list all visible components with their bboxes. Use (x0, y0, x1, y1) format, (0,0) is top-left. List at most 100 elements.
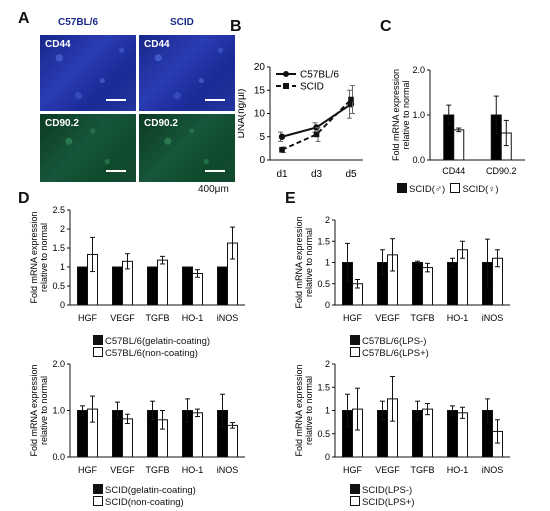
y-tick-label: 2 (325, 215, 330, 225)
legend-swatch (93, 347, 103, 357)
scale-bar (106, 170, 126, 172)
y-axis-label: Fold mRNA expression (294, 216, 304, 308)
category-label: VEGF (375, 313, 400, 323)
bar (122, 418, 133, 458)
legend-entry: SCID(LPS-) (362, 485, 413, 496)
micrograph-label: CD90.2 (45, 118, 79, 129)
scale-bar (205, 99, 225, 101)
chart-e-top-svg: Fold mRNA expression relative to normal 0 0… (294, 215, 510, 323)
category-label: CD44 (442, 166, 465, 176)
bar (77, 266, 88, 306)
data-point (313, 131, 320, 138)
y-axis-label: relative to normal (304, 376, 314, 445)
bar (147, 266, 158, 306)
category-label: TGFB (411, 313, 435, 323)
legend-swatch (450, 183, 461, 193)
y-tick-label: 1.5 (317, 236, 330, 246)
y-axis-label: relative to normal (304, 228, 314, 297)
legend-entry: C57BL/6(LPS-) (362, 336, 427, 347)
x-tick-label: d5 (345, 169, 357, 180)
legend-swatch (93, 335, 103, 345)
micrograph-label: CD44 (144, 39, 170, 50)
micrograph-label: CD90.2 (144, 118, 178, 129)
y-tick-label: 1 (325, 406, 330, 416)
category-label: VEGF (110, 465, 135, 475)
bar (182, 266, 193, 306)
micrograph-scid-cd44: CD44 (139, 35, 235, 111)
y-axis-label: DNA(ng/µl) (238, 89, 247, 139)
chart-c: Fold mRNA expression relative to normal0.… (391, 65, 525, 176)
chart-d-bottom-svg: Fold mRNA expression relative to normal0.… (29, 359, 245, 475)
micrograph-scid-cd90: CD90.2 (139, 114, 235, 182)
category-label: HGF (343, 313, 363, 323)
category-label: VEGF (375, 465, 400, 475)
bar (192, 272, 203, 306)
panel-letter-e: E (285, 190, 296, 207)
bar (447, 262, 458, 306)
x-tick-label: d1 (276, 169, 288, 180)
y-axis-label: Fold mRNA expression (391, 69, 401, 161)
scale-bar (106, 99, 126, 101)
legend-swatch (350, 484, 360, 494)
legend-e-top: C57BL/6(LPS-) C57BL/6(LPS+) (350, 335, 429, 359)
y-tick-label: 5 (259, 132, 265, 143)
y-tick-label: 2.0 (52, 359, 65, 369)
y-tick-label: 0.5 (317, 279, 330, 289)
legend-c: SCID(♂) SCID(♀) (397, 183, 499, 195)
legend-d-top: C57BL/6(gelatin-coating) C57BL/6(non-coa… (93, 335, 210, 359)
y-axis-label: Fold mRNA expression (29, 211, 39, 303)
legend-entry: C57BL/6(non-coating) (105, 348, 198, 359)
y-tick-label: 1.5 (317, 382, 330, 392)
category-label: iNOS (217, 465, 239, 475)
category-label: HO-1 (447, 465, 469, 475)
legend-entry: C57BL/6(LPS+) (362, 348, 429, 359)
y-tick-label: 2 (60, 224, 65, 234)
y-tick-label: 0 (60, 300, 65, 310)
bar (422, 267, 433, 306)
y-tick-label: 1.0 (52, 406, 65, 416)
legend-swatch (350, 347, 360, 357)
category-label: HO-1 (182, 465, 204, 475)
bar (77, 410, 88, 458)
legend-entry: SCID(♀) (462, 184, 499, 195)
chart-d-top: Fold mRNA expression relative to normal 0 0… (29, 205, 245, 323)
y-axis-label: Fold mRNA expression (294, 364, 304, 456)
bar (112, 266, 123, 306)
scale-bar-length: 400μm (198, 184, 229, 195)
y-tick-label: 2 (325, 359, 330, 369)
y-tick-label: 15 (254, 85, 266, 96)
y-tick-label: 1 (325, 258, 330, 268)
y-tick-label: 2.5 (52, 205, 65, 215)
y-tick-label: 0.5 (317, 429, 330, 439)
legend-entry: C57BL/6 (300, 70, 339, 81)
y-axis-label: relative to normal (401, 80, 411, 149)
y-tick-label: 2.0 (412, 65, 425, 75)
category-label: TGFB (146, 313, 170, 323)
legend-swatch (397, 183, 407, 193)
panel-letter-b: B (230, 18, 242, 35)
column-label-scid: SCID (170, 17, 194, 28)
y-tick-label: 0.5 (52, 281, 65, 291)
legend-e-bottom: SCID(LPS-) SCID(LPS+) (350, 484, 415, 508)
chart-d-bottom: Fold mRNA expression relative to normal0.… (29, 359, 245, 475)
legend-d-bottom: SCID(gelatin-coating) SCID(non-coating) (93, 484, 196, 508)
y-axis-label: relative to normal (39, 376, 49, 445)
y-tick-label: 20 (254, 62, 266, 73)
y-tick-label: 1 (60, 262, 65, 272)
y-tick-label: 10 (254, 109, 266, 120)
category-label: HGF (78, 465, 98, 475)
micrograph-c57bl6-cd90: CD90.2 (40, 114, 136, 182)
chart-d-top-svg: Fold mRNA expression relative to normal 0 0… (29, 205, 245, 323)
bar (227, 424, 238, 458)
legend-swatch (350, 335, 360, 345)
scale-bar (205, 170, 225, 172)
bar (422, 408, 433, 458)
legend-swatch (93, 484, 103, 494)
panel-letter-d: D (18, 190, 30, 207)
category-label: TGFB (146, 465, 170, 475)
y-tick-label: 1.5 (52, 243, 65, 253)
legend-entry: SCID(gelatin-coating) (105, 485, 196, 496)
legend-entry: SCID(non-coating) (105, 497, 184, 508)
bar (217, 266, 228, 306)
